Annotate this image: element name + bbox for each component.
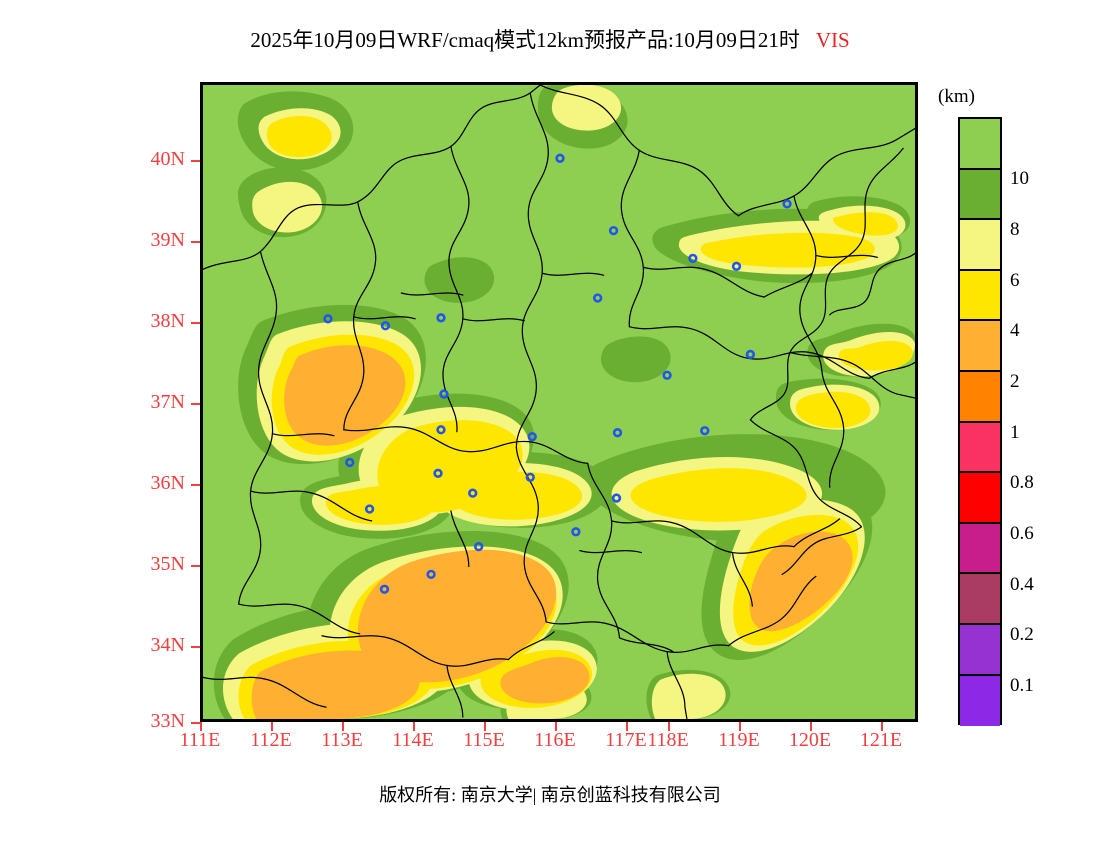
colorbar-band-gt10[interactable] — [960, 119, 1000, 170]
colorbar-tick-0.1: 0.1 — [1010, 675, 1034, 696]
x-tick-mark-121E — [881, 722, 883, 731]
x-tick-mark-112E — [271, 722, 273, 731]
colorbar-tick-0.8: 0.8 — [1010, 472, 1034, 493]
x-tick-label-111E: 111E — [179, 729, 221, 751]
title-text: 2025年10月09日WRF/cmaq模式12km预报产品:10月09日21时 — [250, 28, 800, 52]
y-tick-label-34N: 34N — [150, 634, 185, 656]
y-tick-label-39N: 39N — [150, 229, 185, 251]
colorbar-band-0.2-0.4[interactable] — [960, 574, 1000, 625]
colorbar-band-0.6-0.8[interactable] — [960, 473, 1000, 524]
colorbar-band-1-2[interactable] — [960, 371, 1000, 423]
colorbar-tick-0.4: 0.4 — [1010, 574, 1034, 595]
colorbar-unit-label: (km) — [938, 86, 975, 107]
x-tick-label-119E: 119E — [718, 729, 760, 751]
y-tick-label-38N: 38N — [150, 310, 185, 332]
colorbar-tick-6: 6 — [1010, 270, 1020, 291]
x-tick-mark-118E — [668, 722, 670, 731]
y-tick-mark-35N — [191, 565, 200, 567]
y-tick-label-36N: 36N — [150, 472, 185, 494]
x-tick-label-118E: 118E — [647, 729, 689, 751]
x-tick-label-121E: 121E — [859, 729, 903, 751]
level-2-4km-layer — [251, 345, 853, 719]
x-tick-mark-116E — [555, 722, 557, 731]
colorbar-tick-10: 10 — [1010, 168, 1029, 189]
copyright-footer: 版权所有: 南京大学| 南京创蓝科技有限公司 — [379, 785, 721, 805]
colorbar-band-0.1-0.2[interactable] — [960, 624, 1000, 676]
y-tick-label-33N: 33N — [150, 710, 185, 732]
province-boundaries-layer — [203, 85, 915, 719]
colorbar[interactable] — [958, 117, 1002, 727]
y-tick-mark-38N — [191, 322, 200, 324]
y-tick-label-35N: 35N — [150, 553, 185, 575]
colorbar-tick-0.2: 0.2 — [1010, 624, 1034, 645]
x-tick-mark-119E — [739, 722, 741, 731]
colorbar-band-0.4-0.6[interactable] — [960, 523, 1000, 575]
x-tick-mark-114E — [413, 722, 415, 731]
colorbar-tick-2: 2 — [1010, 371, 1020, 392]
x-tick-mark-120E — [810, 722, 812, 731]
map-plot-area[interactable] — [200, 82, 918, 722]
x-tick-label-117E: 117E — [605, 729, 647, 751]
x-tick-label-112E: 112E — [250, 729, 292, 751]
colorbar-band-2-4[interactable] — [960, 321, 1000, 372]
x-tick-label-120E: 120E — [788, 729, 832, 751]
x-tick-mark-113E — [342, 722, 344, 731]
x-tick-mark-115E — [484, 722, 486, 731]
page-title: 2025年10月09日WRF/cmaq模式12km预报产品:10月09日21时 V… — [0, 24, 1100, 54]
y-tick-mark-34N — [191, 646, 200, 648]
x-tick-label-116E: 116E — [534, 729, 576, 751]
colorbar-tick-4: 4 — [1010, 320, 1020, 341]
colorbar-tick-0.6: 0.6 — [1010, 523, 1034, 544]
colorbar-band-8-10[interactable] — [960, 169, 1000, 221]
y-tick-mark-36N — [191, 484, 200, 486]
y-tick-mark-37N — [191, 403, 200, 405]
visibility-contour-map — [203, 85, 915, 719]
colorbar-band-lt0.1[interactable] — [960, 675, 1000, 727]
colorbar-band-6-8[interactable] — [960, 220, 1000, 271]
x-tick-mark-117E — [626, 722, 628, 731]
colorbar-tick-1: 1 — [1010, 422, 1020, 443]
colorbar-tick-8: 8 — [1010, 219, 1020, 240]
y-tick-mark-40N — [191, 160, 200, 162]
x-tick-label-114E: 114E — [392, 729, 434, 751]
variable-label: VIS — [815, 28, 850, 52]
colorbar-band-0.8-1[interactable] — [960, 422, 1000, 474]
x-tick-mark-111E — [200, 722, 202, 731]
colorbar-band-4-6[interactable] — [960, 270, 1000, 322]
y-tick-label-40N: 40N — [150, 148, 185, 170]
x-tick-label-113E: 113E — [321, 729, 363, 751]
y-tick-mark-39N — [191, 241, 200, 243]
x-tick-label-115E: 115E — [463, 729, 505, 751]
y-tick-label-37N: 37N — [150, 391, 185, 413]
y-tick-mark-33N — [191, 722, 200, 724]
city-station-markers-layer — [323, 153, 792, 594]
